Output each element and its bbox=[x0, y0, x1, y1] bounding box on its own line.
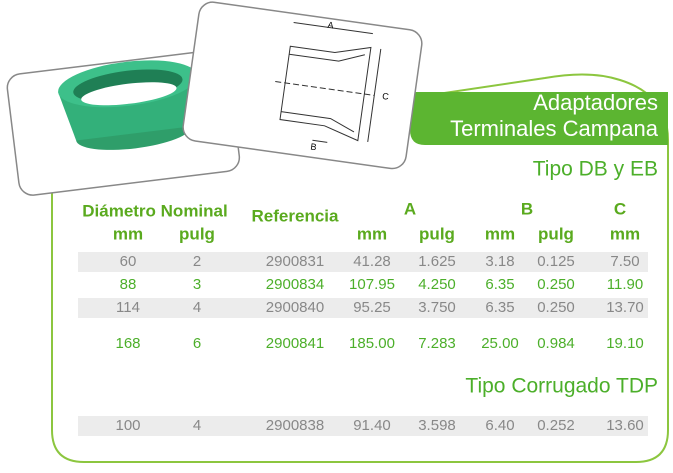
title-line: Adaptadores bbox=[533, 90, 658, 115]
cell: 91.40 bbox=[353, 417, 391, 434]
cell: 3.598 bbox=[418, 417, 456, 434]
subheader: mm bbox=[610, 224, 640, 243]
section-title: Tipo DB y EB bbox=[533, 158, 658, 181]
cell: 3.18 bbox=[485, 253, 514, 270]
cell: 6.35 bbox=[485, 299, 514, 316]
cell: 0.125 bbox=[537, 253, 575, 270]
cell: 2900831 bbox=[266, 253, 324, 270]
row-bg bbox=[78, 298, 648, 318]
header: Diámetro Nominal bbox=[82, 201, 227, 220]
diagram-card: A B C bbox=[182, 1, 423, 170]
cell: 41.28 bbox=[353, 253, 391, 270]
subheader: pulg bbox=[419, 224, 455, 243]
subheader: pulg bbox=[179, 224, 215, 243]
title-line: Terminales Campana bbox=[450, 116, 659, 141]
cell: 0.984 bbox=[537, 335, 575, 352]
cell: 6 bbox=[193, 335, 201, 352]
cell: 25.00 bbox=[481, 335, 519, 352]
cell: 6.35 bbox=[485, 276, 514, 293]
cell: 19.10 bbox=[606, 335, 644, 352]
cell: 1.625 bbox=[418, 253, 456, 270]
title-banner bbox=[410, 92, 668, 145]
cell: 3 bbox=[193, 276, 201, 293]
cell: 95.25 bbox=[353, 299, 391, 316]
cell: 100 bbox=[115, 417, 140, 434]
subheader: mm bbox=[357, 224, 387, 243]
cell: 2900834 bbox=[266, 276, 324, 293]
subheader: pulg bbox=[538, 224, 574, 243]
cell: 7.50 bbox=[610, 253, 639, 270]
cell: 107.95 bbox=[349, 276, 395, 293]
header: B bbox=[521, 199, 533, 218]
cell: 0.252 bbox=[537, 417, 575, 434]
subheader: mm bbox=[113, 224, 143, 243]
cell: 168 bbox=[115, 335, 140, 352]
cell: 4 bbox=[193, 299, 201, 316]
cell: 11.90 bbox=[607, 276, 643, 293]
cell: 13.70 bbox=[606, 299, 644, 316]
cell: 2 bbox=[193, 253, 201, 270]
cell: 7.283 bbox=[418, 335, 456, 352]
cell: 13.60 bbox=[606, 417, 644, 434]
photo-card bbox=[6, 49, 241, 196]
diagram-label: C bbox=[382, 91, 390, 102]
header: Referencia bbox=[252, 206, 339, 225]
cell: 2900841 bbox=[266, 335, 324, 352]
header: C bbox=[614, 199, 626, 218]
cell: 2900840 bbox=[266, 299, 324, 316]
cell: 114 bbox=[116, 299, 140, 316]
cell: 2900838 bbox=[266, 417, 324, 434]
header: A bbox=[404, 199, 416, 218]
cell: 3.750 bbox=[418, 299, 456, 316]
cell: 185.00 bbox=[349, 335, 395, 352]
section-title: Tipo Corrugado TDP bbox=[465, 375, 658, 398]
row-bg bbox=[78, 416, 648, 436]
row-bg bbox=[78, 252, 648, 272]
cell: 88 bbox=[120, 276, 137, 293]
cell: 4 bbox=[193, 417, 201, 434]
cell: 0.250 bbox=[537, 299, 575, 316]
cell: 4.250 bbox=[418, 276, 456, 293]
cell: 6.40 bbox=[485, 417, 514, 434]
subheader: mm bbox=[485, 224, 515, 243]
cell: 0.250 bbox=[537, 276, 575, 293]
cell: 60 bbox=[120, 253, 137, 270]
diagram-label: A bbox=[327, 20, 334, 31]
diagram-label: B bbox=[310, 141, 317, 152]
